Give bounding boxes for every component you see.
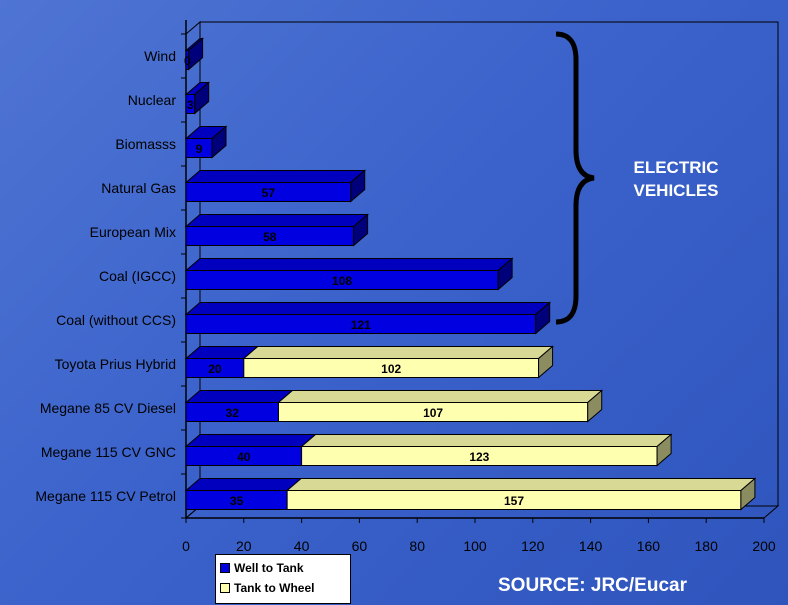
x-tick-label: 0	[182, 538, 190, 554]
data-label: 107	[423, 406, 443, 420]
x-tick-label: 180	[695, 538, 719, 554]
data-label: 20	[208, 362, 222, 376]
bar-top-face	[184, 302, 552, 315]
data-label: 35	[230, 494, 244, 508]
bar-top-face	[184, 390, 294, 403]
bar-side-face	[587, 389, 603, 423]
x-tick-label: 60	[352, 538, 368, 554]
data-label: 0	[184, 54, 191, 68]
x-tick-label: 140	[579, 538, 603, 554]
bar-side-face	[194, 81, 210, 115]
x-tick-label: 80	[409, 538, 425, 554]
legend: Well to Tank Tank to Wheel	[215, 554, 351, 604]
bar-top-face	[184, 478, 303, 491]
x-tick-label: 200	[752, 538, 776, 554]
data-label: 58	[263, 230, 277, 244]
legend-label-tank-to-wheel: Tank to Wheel	[234, 581, 315, 595]
annotation-line1: ELECTRIC	[633, 158, 719, 177]
bar-top-face	[285, 478, 757, 491]
bar-top-face	[242, 346, 554, 359]
bar-top-face	[277, 390, 604, 403]
legend-item-well-to-tank: Well to Tank	[220, 558, 346, 578]
category-labels: Wind Nuclear Biomasss Natural Gas European M…	[35, 48, 176, 504]
data-label: 3	[187, 98, 194, 112]
legend-label-well-to-tank: Well to Tank	[234, 561, 304, 575]
bar-side-face	[211, 125, 227, 159]
bar-top-face	[184, 258, 514, 271]
x-tick-label: 120	[521, 538, 545, 554]
bar-side-face	[656, 433, 672, 467]
category-label: Nuclear	[128, 92, 177, 108]
category-label: Biomasss	[115, 136, 176, 152]
data-label: 9	[196, 142, 203, 156]
category-label: Wind	[144, 48, 176, 64]
curly-brace	[555, 31, 595, 325]
bar-top-face	[184, 214, 369, 227]
data-label: 108	[332, 274, 352, 288]
electric-vehicles-annotation: ELECTRIC VEHICLES	[606, 156, 746, 202]
bar-side-face	[538, 345, 554, 379]
x-tick-label: 100	[463, 538, 487, 554]
bar-side-face	[353, 213, 369, 247]
data-label: 40	[237, 450, 251, 464]
category-label: Coal (without CCS)	[56, 312, 176, 328]
data-label: 57	[262, 186, 276, 200]
data-label: 102	[381, 362, 401, 376]
data-label: 123	[469, 450, 489, 464]
bar-side-face	[350, 169, 366, 203]
x-tick-label: 20	[236, 538, 252, 554]
category-label: Toyota Prius Hybrid	[55, 356, 176, 372]
category-label: Megane 115 CV Petrol	[35, 488, 176, 504]
x-tick-label: 40	[294, 538, 310, 554]
data-label: 32	[226, 406, 240, 420]
source-note: SOURCE: JRC/Eucar	[498, 575, 687, 596]
category-label: Natural Gas	[101, 180, 176, 196]
category-label: European Mix	[90, 224, 176, 240]
data-label: 121	[351, 318, 371, 332]
bar-top-face	[184, 434, 317, 447]
bar-side-face	[740, 477, 756, 511]
legend-item-tank-to-wheel: Tank to Wheel	[220, 578, 346, 598]
bar-side-face	[535, 301, 551, 335]
bar-top-face	[184, 170, 367, 183]
legend-swatch-well-to-tank	[220, 563, 230, 573]
data-label: 157	[504, 494, 524, 508]
bars-group: 0 3 9 57 58 108 121 20 102 32 107 40 123 35 157	[184, 37, 757, 511]
x-tick-label: 160	[637, 538, 661, 554]
category-label: Coal (IGCC)	[99, 268, 176, 284]
bar-top-face	[300, 434, 673, 447]
category-label: Megane 115 CV GNC	[41, 444, 176, 460]
annotation-line2: VEHICLES	[633, 181, 719, 200]
category-label: Megane 85 CV Diesel	[40, 400, 176, 416]
legend-swatch-tank-to-wheel	[220, 583, 230, 593]
bar-side-face	[188, 37, 204, 71]
bar-side-face	[497, 257, 513, 291]
x-axis-ticks: 0 20 40 60 80 100 120 140 160 180 200	[182, 518, 776, 554]
